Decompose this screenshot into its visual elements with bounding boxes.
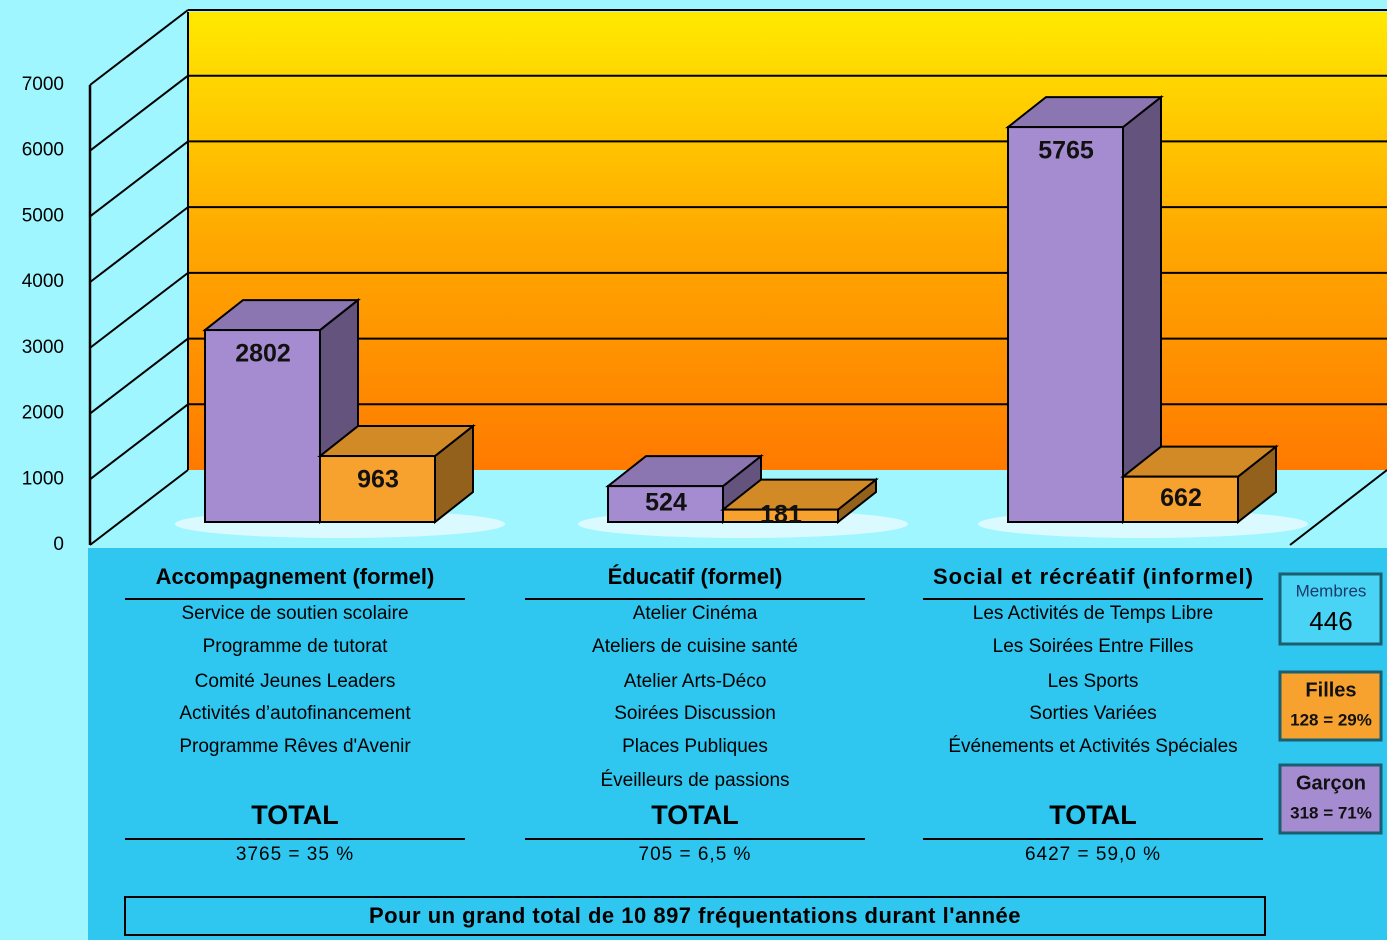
bar bbox=[204, 329, 321, 523]
bar bbox=[319, 455, 436, 523]
total-label: TOTAL bbox=[1049, 800, 1137, 830]
grid-line bbox=[89, 403, 189, 481]
y-tick-label: 5000 bbox=[22, 205, 64, 226]
grid-line bbox=[89, 337, 189, 415]
y-tick-label: 7000 bbox=[22, 74, 64, 95]
total-value: 6427 = 59,0 % bbox=[1025, 844, 1161, 865]
activity: Sorties Variées bbox=[1029, 703, 1156, 724]
value-label: 662 bbox=[1160, 484, 1202, 512]
y-tick-label: 0 bbox=[53, 534, 64, 555]
category-label: Social et récréatif (informel) bbox=[933, 564, 1253, 589]
bar bbox=[1122, 475, 1239, 524]
info-panel bbox=[88, 548, 1387, 940]
category-label: Accompagnement (formel) bbox=[156, 564, 435, 589]
value-label: 524 bbox=[645, 489, 687, 517]
back-wall bbox=[188, 12, 1387, 470]
legend-name: Filles bbox=[1305, 679, 1356, 701]
activity: Service de soutien scolaire bbox=[181, 603, 408, 624]
floor-edge bbox=[89, 469, 189, 546]
y-tick-label: 4000 bbox=[22, 271, 64, 292]
activity: Soirées Discussion bbox=[614, 703, 776, 724]
y-tick-label: 6000 bbox=[22, 140, 64, 161]
activity: Atelier Arts-Déco bbox=[624, 671, 767, 692]
activity: Atelier Cinéma bbox=[633, 603, 758, 624]
value-label: 2802 bbox=[235, 340, 291, 368]
activity: Les Sports bbox=[1048, 671, 1139, 692]
total-label: TOTAL bbox=[251, 800, 339, 830]
legend-name: Garçon bbox=[1296, 772, 1366, 794]
grid-line bbox=[89, 74, 189, 152]
value-label: 181 bbox=[760, 500, 802, 528]
y-tick-label: 2000 bbox=[22, 403, 64, 424]
activity: Places Publiques bbox=[622, 736, 768, 757]
total-value: 3765 = 35 % bbox=[236, 844, 354, 865]
activity: Événements et Activités Spéciales bbox=[948, 736, 1237, 757]
value-label: 5765 bbox=[1038, 137, 1094, 165]
legend-box bbox=[1278, 670, 1383, 742]
bar bbox=[1007, 126, 1124, 523]
activity: Programme de tutorat bbox=[203, 636, 389, 657]
y-tick-label: 1000 bbox=[22, 468, 64, 489]
grid-line bbox=[89, 9, 189, 86]
grid-line bbox=[89, 272, 189, 349]
activity: Éveilleurs de passions bbox=[600, 770, 789, 791]
activity: Programme Rêves d'Avenir bbox=[179, 736, 411, 757]
bar bbox=[722, 508, 839, 524]
grid-line bbox=[89, 206, 189, 283]
members-label: Membres bbox=[1296, 581, 1367, 600]
activity: Les Activités de Temps Libre bbox=[973, 603, 1213, 624]
members-value: 446 bbox=[1309, 606, 1352, 636]
activity: Ateliers de cuisine santé bbox=[592, 636, 798, 657]
members-box bbox=[1278, 572, 1383, 646]
total-label: TOTAL bbox=[651, 800, 739, 830]
category-label: Éducatif (formel) bbox=[608, 564, 783, 589]
footer-box bbox=[124, 896, 1266, 936]
legend-box bbox=[1278, 763, 1383, 835]
footer: Pour un grand total de 10 897 fréquentat… bbox=[369, 903, 1021, 928]
bar bbox=[607, 485, 724, 523]
activity: Activités d’autofinancement bbox=[179, 703, 411, 724]
total-value: 705 = 6,5 % bbox=[639, 844, 752, 865]
activity: Comité Jeunes Leaders bbox=[195, 671, 396, 692]
legend-detail: 128 = 29% bbox=[1290, 710, 1372, 729]
value-label: 963 bbox=[357, 466, 399, 494]
activity: Les Soirées Entre Filles bbox=[993, 636, 1194, 657]
legend-detail: 318 = 71% bbox=[1290, 803, 1372, 822]
grid-line bbox=[89, 140, 189, 218]
y-tick-label: 3000 bbox=[22, 337, 64, 358]
floor-edge bbox=[1289, 469, 1387, 546]
